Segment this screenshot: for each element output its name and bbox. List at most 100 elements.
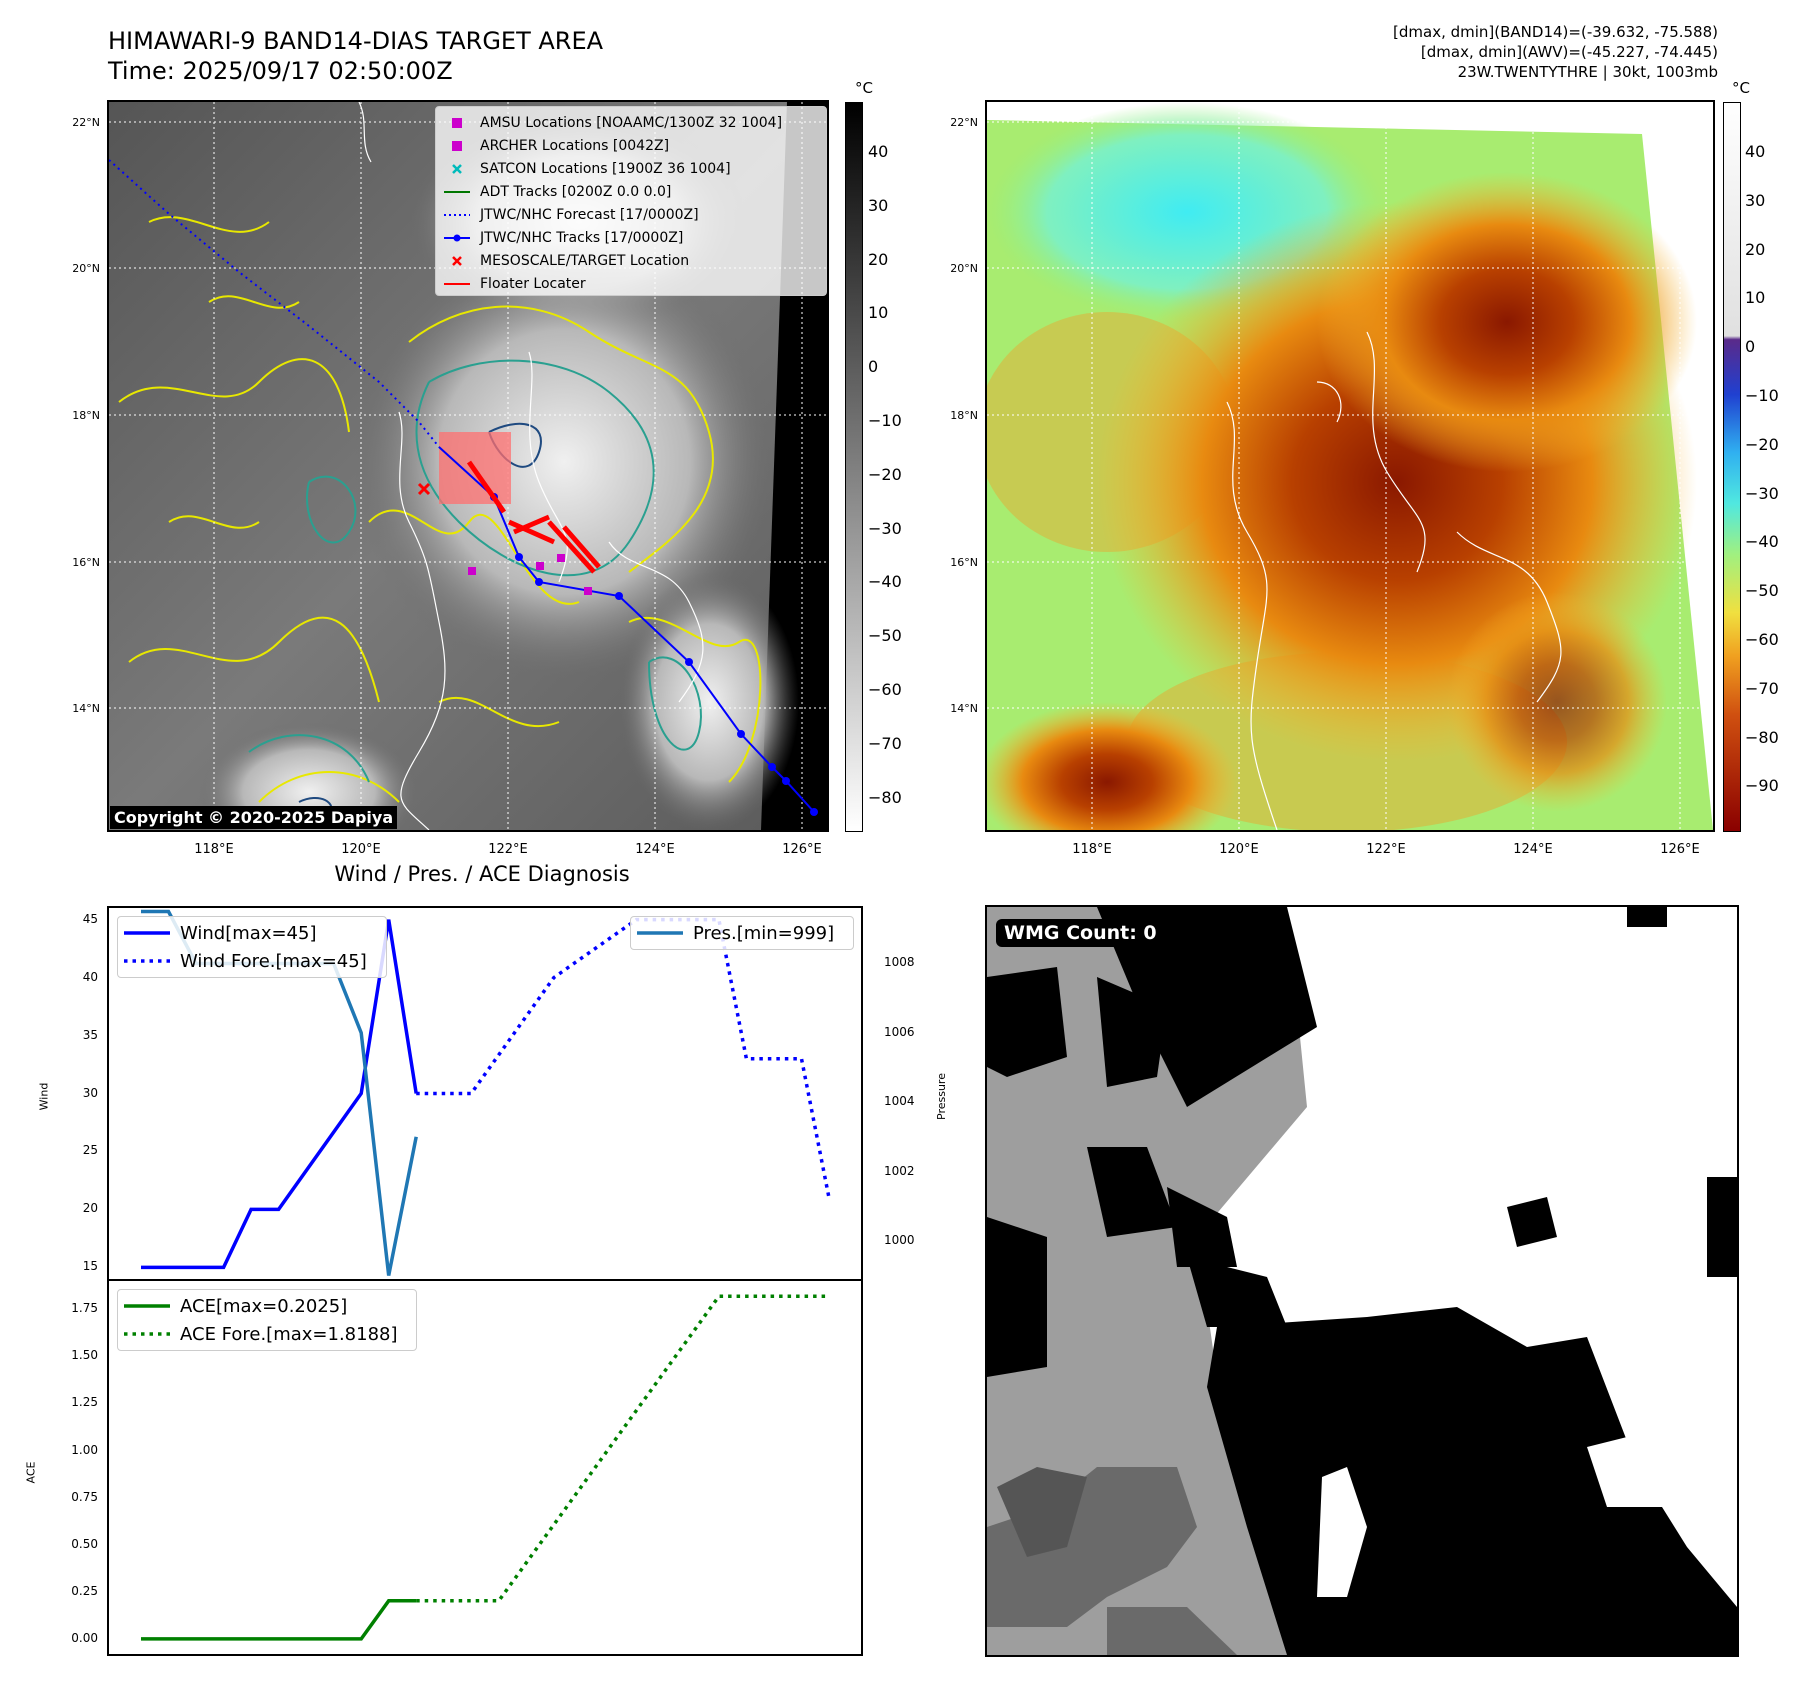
legend-label: Floater Locater	[480, 275, 586, 292]
legend-ace: ACE[max=0.2025]	[124, 1292, 410, 1320]
x-marker-icon	[444, 254, 470, 268]
wmg-panel	[985, 905, 1739, 1657]
square-marker-icon	[444, 116, 470, 130]
wind-ytick: 25	[82, 1143, 98, 1158]
lat-label: 16°N	[72, 556, 100, 569]
ace-ytick: 1.50	[71, 1348, 98, 1363]
colorbar-tick: −70	[868, 733, 902, 753]
colorbar-tick: −80	[868, 787, 902, 807]
colorbar-tick: −40	[1745, 532, 1779, 552]
colorbar-unit-left: °C	[855, 79, 873, 97]
ace-ytick: 0.00	[71, 1630, 98, 1645]
wind-ytick: 40	[82, 969, 98, 984]
colorbar-tick: −10	[868, 411, 902, 430]
wind-ytick: 30	[82, 1085, 98, 1100]
ace-ytick: 1.00	[71, 1442, 98, 1457]
legend-mesoscale: MESOSCALE/TARGET Location	[444, 249, 818, 272]
ace-plot	[107, 1279, 863, 1656]
ace-ytick: 1.75	[71, 1301, 98, 1316]
colorbar-tick: 20	[1745, 239, 1766, 259]
mesoscale-target-marker	[417, 482, 431, 496]
pressure-legend: Pres.[min=999]	[630, 916, 854, 950]
figure-time: Time: 2025/09/17 02:50:00Z	[108, 57, 453, 85]
x-marker-icon	[444, 162, 470, 176]
lon-label: 120°E	[341, 842, 381, 857]
legend-label: ARCHER Locations [0042Z]	[480, 137, 670, 154]
pressure-axis-label: Pressure	[934, 1073, 948, 1120]
legend-label: JTWC/NHC Tracks [17/0000Z]	[480, 229, 684, 246]
solid-line-icon	[124, 1304, 170, 1308]
wind-axis-label: Wind	[37, 1082, 51, 1111]
lon-label: 122°E	[488, 842, 528, 857]
pressure-ytick: 1008	[884, 955, 915, 970]
pressure-ytick: 1002	[884, 1163, 915, 1178]
floater-locater-lines	[466, 460, 601, 574]
series-line-1	[416, 917, 831, 1199]
colorbar-tick: −10	[1745, 386, 1779, 405]
lon-label: 120°E	[1219, 842, 1259, 857]
colorbar-tick: −40	[868, 572, 902, 592]
colorbar-tick: 20	[868, 249, 889, 269]
colorbar-unit-right: °C	[1732, 79, 1750, 97]
legend-label: MESOSCALE/TARGET Location	[480, 252, 690, 269]
legend-label: AMSU Locations [NOAAMC/1300Z 32 1004]	[480, 114, 783, 131]
colorbar-tick: 0	[868, 357, 879, 377]
amsu-archer-markers	[468, 554, 592, 595]
legend-archer: ARCHER Locations [0042Z]	[444, 134, 818, 157]
diagnosis-title: Wind / Pres. / ACE Diagnosis	[334, 862, 630, 886]
colorbar-tick: 30	[868, 195, 889, 215]
colorbar-tick: 30	[1745, 190, 1766, 210]
lat-label: 18°N	[72, 409, 100, 422]
enhanced-colorbar	[1723, 102, 1741, 832]
ace-series-line-1	[416, 1294, 829, 1603]
legend-floater: Floater Locater	[444, 272, 818, 295]
lat-label: 22°N	[950, 116, 978, 129]
colorbar-tick: 10	[868, 303, 889, 323]
wmg-canvas	[987, 907, 1737, 1655]
legend-wind-forecast: Wind Fore.[max=45]	[124, 947, 380, 975]
lon-label: 124°E	[1513, 842, 1553, 857]
lon-label: 122°E	[1366, 842, 1406, 857]
legend-label: ACE[max=0.2025]	[180, 1295, 348, 1317]
solid-line-icon	[124, 931, 170, 935]
colorbar-tick: −50	[868, 626, 902, 646]
legend-adt: ADT Tracks [0200Z 0.0 0.0]	[444, 180, 818, 203]
ace-legend: ACE[max=0.2025] ACE Fore.[max=1.8188]	[117, 1289, 417, 1351]
legend-amsu: AMSU Locations [NOAAMC/1300Z 32 1004]	[444, 111, 818, 134]
wind-ytick: 35	[82, 1027, 98, 1042]
legend-pressure: Pres.[min=999]	[637, 919, 847, 947]
line-dot-icon	[444, 231, 470, 245]
lat-label: 14°N	[950, 702, 978, 715]
pressure-ytick: 1000	[884, 1232, 915, 1247]
square-marker-icon	[444, 139, 470, 153]
wind-ytick: 20	[82, 1201, 98, 1216]
lat-label: 14°N	[72, 702, 100, 715]
map-legend: AMSU Locations [NOAAMC/1300Z 32 1004] AR…	[435, 106, 827, 296]
lat-label: 18°N	[950, 409, 978, 422]
legend-satcon: SATCON Locations [1900Z 36 1004]	[444, 157, 818, 180]
lon-label: 118°E	[194, 842, 234, 857]
legend-label: SATCON Locations [1900Z 36 1004]	[480, 160, 731, 177]
colorbar-tick: 10	[1745, 288, 1766, 308]
colorbar-tick: −20	[1745, 434, 1779, 454]
lon-label: 118°E	[1072, 842, 1112, 857]
line-icon	[444, 185, 470, 199]
colorbar-tick: −60	[868, 680, 902, 699]
colorbar-tick: −30	[868, 518, 902, 538]
ace-canvas	[141, 1294, 829, 1641]
dotted-line-icon	[444, 208, 470, 222]
legend-label: Wind Fore.[max=45]	[180, 950, 367, 972]
legend-tracks: JTWC/NHC Tracks [17/0000Z]	[444, 226, 818, 249]
info-line-1: [dmax, dmin](BAND14)=(-39.632, -75.588)	[1393, 23, 1718, 41]
ace-axis-label: ACE	[24, 1461, 38, 1484]
legend-label: ACE Fore.[max=1.8188]	[180, 1323, 398, 1345]
legend-label: Wind[max=45]	[180, 922, 317, 944]
colorbar-tick: −30	[1745, 483, 1779, 503]
wind-ytick: 15	[82, 1259, 98, 1274]
dotted-line-icon	[124, 1332, 170, 1336]
colorbar-tick: 0	[1745, 337, 1756, 357]
lon-label: 126°E	[782, 842, 822, 857]
ace-ytick: 0.25	[71, 1583, 98, 1598]
legend-label: ADT Tracks [0200Z 0.0 0.0]	[480, 183, 672, 200]
pressure-ytick: 1006	[884, 1024, 915, 1039]
